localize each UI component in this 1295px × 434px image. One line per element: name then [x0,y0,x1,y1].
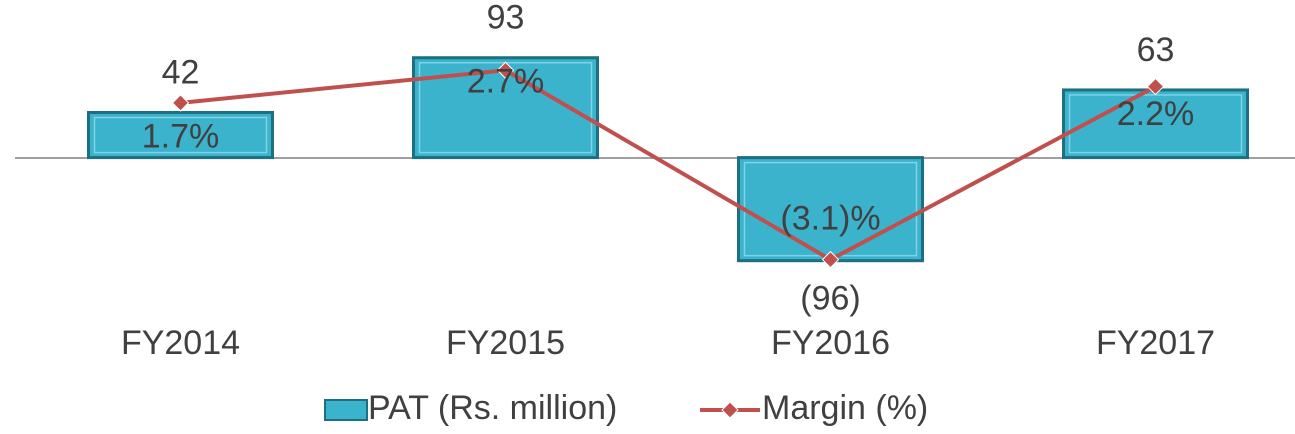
bar-value-label: 93 [487,0,525,37]
margin-value-label: (3.1)% [780,200,880,238]
legend-swatch-marker [721,401,739,419]
legend-label: PAT (Rs. million) [368,389,617,427]
x-tick-label: FY2016 [771,324,890,362]
bar-value-label: 63 [1137,31,1175,69]
margin-line [180,68,1157,262]
bar [87,110,274,160]
bar-bevel [93,116,268,154]
margin-marker [171,94,190,112]
bar-value-label: (96) [800,280,860,318]
x-tick-label: FY2014 [121,324,240,362]
x-tick-label: FY2015 [446,324,565,362]
margin-marker [496,61,515,79]
legend-swatch-bar [324,399,368,421]
margin-value-label: 2.7% [467,63,545,101]
margin-marker [1146,77,1165,96]
margin-value-label: 1.7% [142,117,220,155]
margin-value-label: 2.2% [1117,95,1195,133]
x-tick-label: FY2017 [1096,324,1215,362]
legend-label: Margin (%) [762,389,928,427]
bar-value-label: 42 [162,53,200,91]
margin-marker [821,250,840,269]
